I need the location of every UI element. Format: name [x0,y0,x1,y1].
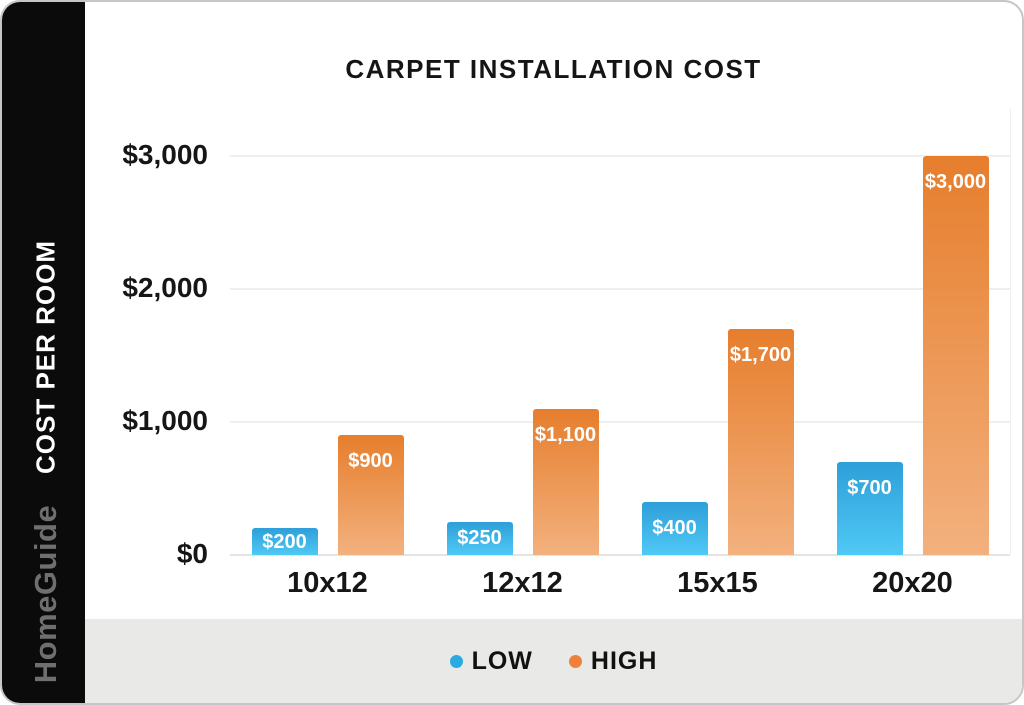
plot-area: $0 $1,000 $2,000 $3,000 $200 $900 10x12 $250 $1,… [122,108,1011,599]
gridline [230,421,1010,423]
legend-item-high: HIGH [568,646,658,676]
bar-value-label: $250 [457,527,502,550]
bar-high-15x15: $1,700 [727,328,794,555]
bar-high-10x12: $900 [337,435,404,555]
bar-value-label: $1,700 [729,343,792,366]
bar-high-20x20: $3,000 [922,156,989,555]
sidebar: COST PER ROOM HomeGuide [2,2,85,703]
y-tick-label: $3,000 [122,139,208,170]
bar-high-12x12: $1,100 [532,408,599,555]
chart-title: CARPET INSTALLATION COST [345,54,762,84]
x-tick-label-12x12: 12x12 [482,567,563,599]
bar-value-label: $400 [652,517,697,540]
legend-label: HIGH [590,646,658,675]
legend: LOW HIGH [85,619,1022,703]
legend-dot-icon [449,654,463,668]
bar-low-20x20: $700 [836,461,903,555]
legend-dot-icon [568,654,582,668]
plot-right-border [1010,108,1011,555]
bar-value-label: $700 [847,476,892,499]
y-tick-label: $1,000 [122,405,208,436]
bar-low-10x12: $200 [251,528,318,555]
y-tick-label: $0 [176,538,208,569]
y-tick-label: $2,000 [122,272,208,303]
bar-value-label: $900 [348,450,393,473]
gridline [230,288,1010,290]
gridline [230,155,1010,157]
bar-low-12x12: $250 [446,521,513,555]
x-tick-label-20x20: 20x20 [872,567,953,599]
bar-value-label: $200 [262,530,307,553]
brand-logo-text: HomeGuide [28,504,63,684]
x-axis-line [230,554,1010,556]
y-axis-title: COST PER ROOM [30,239,61,475]
legend-label: LOW [471,646,533,675]
x-tick-label-10x12: 10x12 [287,567,368,599]
bar-low-15x15: $400 [641,501,708,555]
bar-value-label: $3,000 [924,171,987,193]
legend-item-low: LOW [449,646,533,676]
x-tick-label-15x15: 15x15 [677,567,758,599]
bar-value-label: $1,100 [534,423,597,446]
